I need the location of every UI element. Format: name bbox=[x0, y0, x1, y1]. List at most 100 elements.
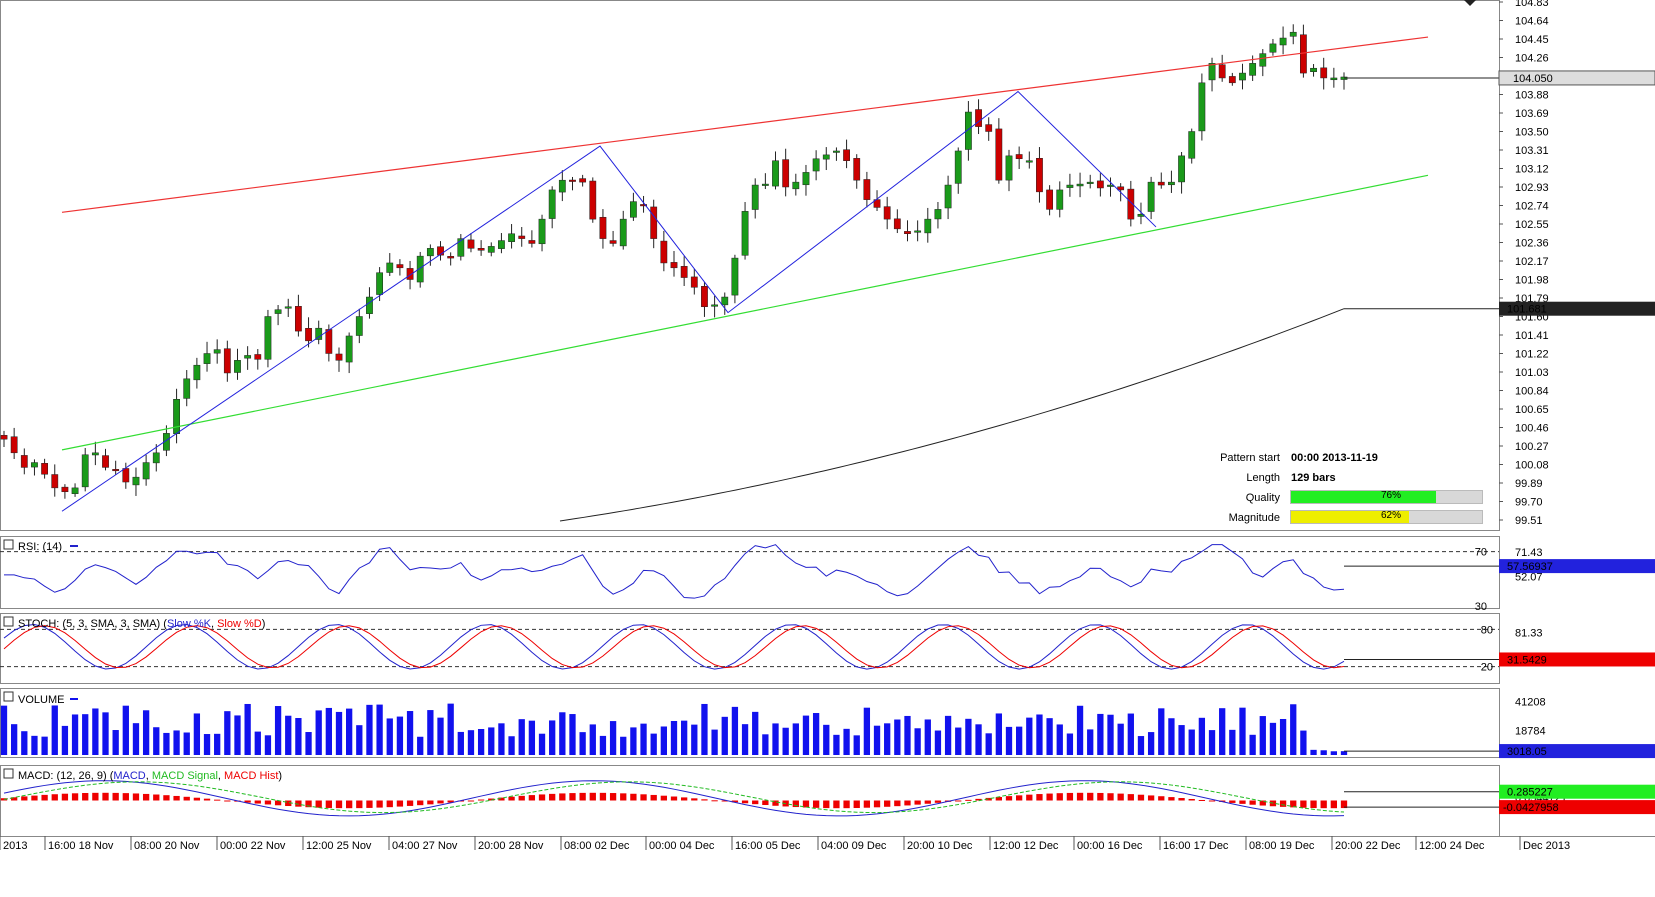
volume-bar bbox=[386, 718, 393, 755]
volume-bar bbox=[1147, 732, 1155, 755]
candle-body bbox=[508, 233, 515, 242]
macd-signal-line bbox=[3, 781, 1345, 814]
candle-body bbox=[396, 264, 404, 269]
candle-body bbox=[1310, 67, 1317, 72]
candle-body bbox=[1046, 189, 1054, 210]
candle-body bbox=[538, 218, 546, 245]
volume-bar bbox=[782, 727, 789, 755]
candle-body bbox=[569, 179, 576, 182]
volume-bar bbox=[934, 730, 942, 755]
candle-body bbox=[406, 268, 414, 280]
volume-bar bbox=[711, 729, 718, 755]
macd-hist-bar bbox=[1168, 797, 1175, 801]
macd-hist-bar bbox=[1026, 794, 1033, 801]
candle-body bbox=[122, 468, 130, 483]
time-tick-label: 16:00 05 Dec bbox=[735, 840, 801, 852]
macd-hist-bar bbox=[285, 800, 292, 807]
rsi-current-label: 57.56937 bbox=[1507, 561, 1553, 573]
candle-body bbox=[833, 150, 840, 153]
moving-average-line bbox=[559, 308, 1345, 522]
candle-body bbox=[41, 463, 49, 475]
macd-hist-bar bbox=[660, 795, 667, 801]
macd-hist-bar bbox=[1320, 800, 1327, 809]
time-tick-label: 00:00 04 Dec bbox=[649, 840, 715, 852]
volume-bar bbox=[752, 711, 759, 755]
price-tick-label: 103.31 bbox=[1515, 145, 1549, 157]
candle-body bbox=[548, 189, 556, 219]
candle-body bbox=[1259, 53, 1267, 67]
main-panel-frame bbox=[0, 0, 1500, 531]
macd-hist-bar bbox=[508, 796, 515, 801]
volume-bar bbox=[142, 710, 150, 755]
volume-bar bbox=[904, 715, 911, 755]
volume-bar bbox=[1097, 713, 1104, 755]
candle-body bbox=[457, 238, 465, 257]
stoch-d-line bbox=[3, 625, 1345, 669]
macd-hist-bar bbox=[772, 800, 779, 806]
volume-bar bbox=[1300, 730, 1307, 755]
price-tick-label: 100.65 bbox=[1515, 404, 1549, 416]
candle-body bbox=[254, 354, 262, 360]
volume-bar bbox=[315, 710, 322, 755]
macd-hist-bar bbox=[1239, 800, 1246, 804]
magnitude-label: Magnitude bbox=[1228, 512, 1280, 524]
macd-hist-bar bbox=[21, 796, 28, 801]
scroll-arrow-icon bbox=[1464, 0, 1476, 6]
volume-bar bbox=[346, 708, 353, 755]
candle-body bbox=[528, 240, 536, 244]
time-tick-label: 08:00 19 Dec bbox=[1249, 840, 1315, 852]
volume-bar bbox=[254, 731, 261, 755]
macd-hist-bar bbox=[579, 792, 586, 801]
macd-hist-bar bbox=[1087, 792, 1094, 801]
macd-hist-bar bbox=[31, 795, 38, 801]
candle-body bbox=[163, 433, 170, 451]
candle-body bbox=[0, 435, 8, 440]
volume-tick-label: 18784 bbox=[1515, 726, 1546, 738]
volume-bar bbox=[417, 736, 424, 755]
candle-body bbox=[711, 304, 719, 307]
volume-bar bbox=[1168, 718, 1175, 755]
volume-bar bbox=[1026, 717, 1033, 755]
macd-hist-bar bbox=[802, 800, 810, 808]
candle-body bbox=[1320, 67, 1328, 79]
volume-bar bbox=[1219, 708, 1226, 755]
macd-close-icon bbox=[3, 768, 14, 779]
macd-hist-bar bbox=[203, 798, 211, 801]
macd-hist-bar bbox=[1117, 793, 1124, 801]
candle-body bbox=[1198, 82, 1206, 132]
macd-hist-bar bbox=[1076, 792, 1084, 801]
volume-bar bbox=[163, 732, 170, 755]
macd-hist-bar bbox=[71, 793, 79, 801]
candle-body bbox=[1036, 158, 1043, 193]
macd-hist-bar bbox=[1188, 798, 1195, 801]
candle-body bbox=[761, 183, 769, 186]
macd-hist-bar bbox=[823, 800, 830, 809]
volume-bar bbox=[681, 720, 688, 755]
macd-hist-bar bbox=[325, 800, 332, 808]
macd-hist-bar bbox=[620, 793, 627, 801]
volume-bar bbox=[650, 733, 657, 755]
volume-bar bbox=[183, 732, 190, 755]
macd-hist-bar bbox=[833, 800, 840, 809]
macd-hist-bar bbox=[254, 800, 261, 804]
volume-bar bbox=[1107, 714, 1114, 755]
macd-hist-current-label: -0.0427958 bbox=[1503, 802, 1559, 814]
volume-bar bbox=[0, 705, 8, 755]
macd-hist-bar bbox=[467, 800, 475, 802]
volume-bar bbox=[508, 736, 515, 755]
candle-body bbox=[741, 211, 749, 256]
price-tick-label: 102.93 bbox=[1515, 182, 1549, 194]
macd-hist-bar bbox=[955, 800, 962, 802]
macd-hist-bar bbox=[741, 800, 749, 804]
stoch-tick-label: 81.33 bbox=[1515, 628, 1543, 640]
candle-body bbox=[985, 124, 993, 132]
macd-hist-bar bbox=[153, 794, 160, 801]
candle-body bbox=[51, 474, 59, 489]
candle-body bbox=[589, 180, 597, 220]
volume-bar bbox=[559, 712, 566, 755]
rsi-tick-label: 52.07 bbox=[1515, 572, 1543, 584]
volume-bar bbox=[305, 732, 312, 755]
macd-hist-bar bbox=[1290, 800, 1297, 808]
macd-hist-bar bbox=[873, 800, 881, 808]
volume-bar bbox=[985, 733, 992, 755]
